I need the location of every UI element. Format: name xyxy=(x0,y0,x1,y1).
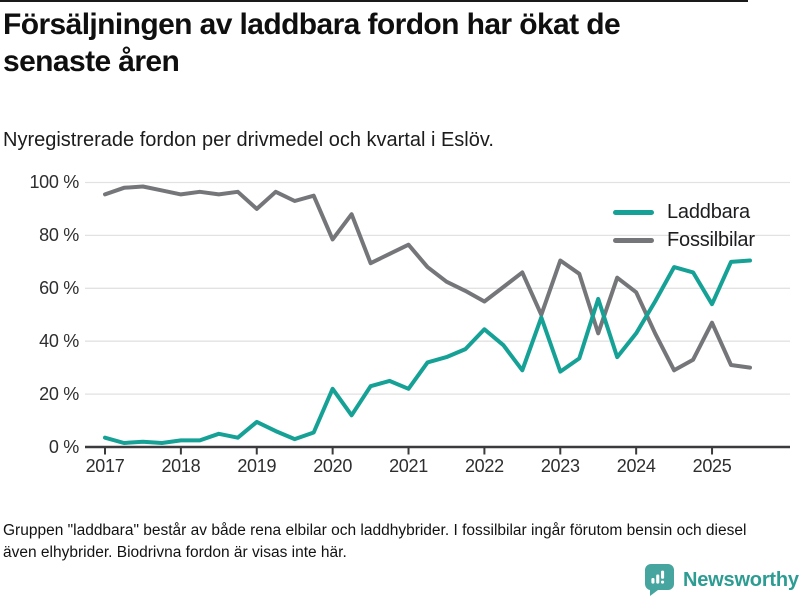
x-tick-label: 2024 xyxy=(616,456,656,476)
newsworthy-icon xyxy=(645,564,674,596)
x-tick-label: 2020 xyxy=(313,456,353,476)
x-tick-label: 2019 xyxy=(237,456,277,476)
y-tick-label: 0 % xyxy=(48,436,79,457)
x-tick-label: 2018 xyxy=(161,456,201,476)
x-tick-label: 2025 xyxy=(692,456,732,476)
legend-swatch-icon xyxy=(613,209,654,215)
legend-label: Laddbara xyxy=(667,200,750,223)
x-tick-label: 2023 xyxy=(540,456,580,476)
y-tick-label: 80 % xyxy=(39,224,79,245)
y-tick-label: 40 % xyxy=(39,330,79,351)
legend-item: Fossilbilar xyxy=(613,226,755,254)
y-tick-label: 20 % xyxy=(39,383,79,404)
series-line-fossilbilar xyxy=(103,184,752,373)
chart-title: Försäljningen av laddbara fordon har öka… xyxy=(3,8,621,78)
x-tick-label: 2017 xyxy=(85,456,125,476)
y-tick-label: 100 % xyxy=(29,172,79,192)
chart-legend: Laddbara Fossilbilar xyxy=(613,198,755,254)
top-border xyxy=(0,0,748,2)
x-tick-label: 2021 xyxy=(389,456,428,476)
legend-label: Fossilbilar xyxy=(667,228,755,251)
footnote: Gruppen "laddbara" består av både rena e… xyxy=(3,522,747,561)
legend-item: Laddbara xyxy=(613,198,755,226)
brand-name: Newsworthy xyxy=(683,568,799,591)
series-line-laddbara xyxy=(103,258,752,445)
brand-logo: Newsworthy xyxy=(645,564,799,596)
chart-subtitle: Nyregistrerade fordon per drivmedel och … xyxy=(3,129,494,151)
x-tick-label: 2022 xyxy=(464,456,504,476)
y-tick-label: 60 % xyxy=(39,277,79,298)
legend-swatch-icon xyxy=(613,237,654,243)
